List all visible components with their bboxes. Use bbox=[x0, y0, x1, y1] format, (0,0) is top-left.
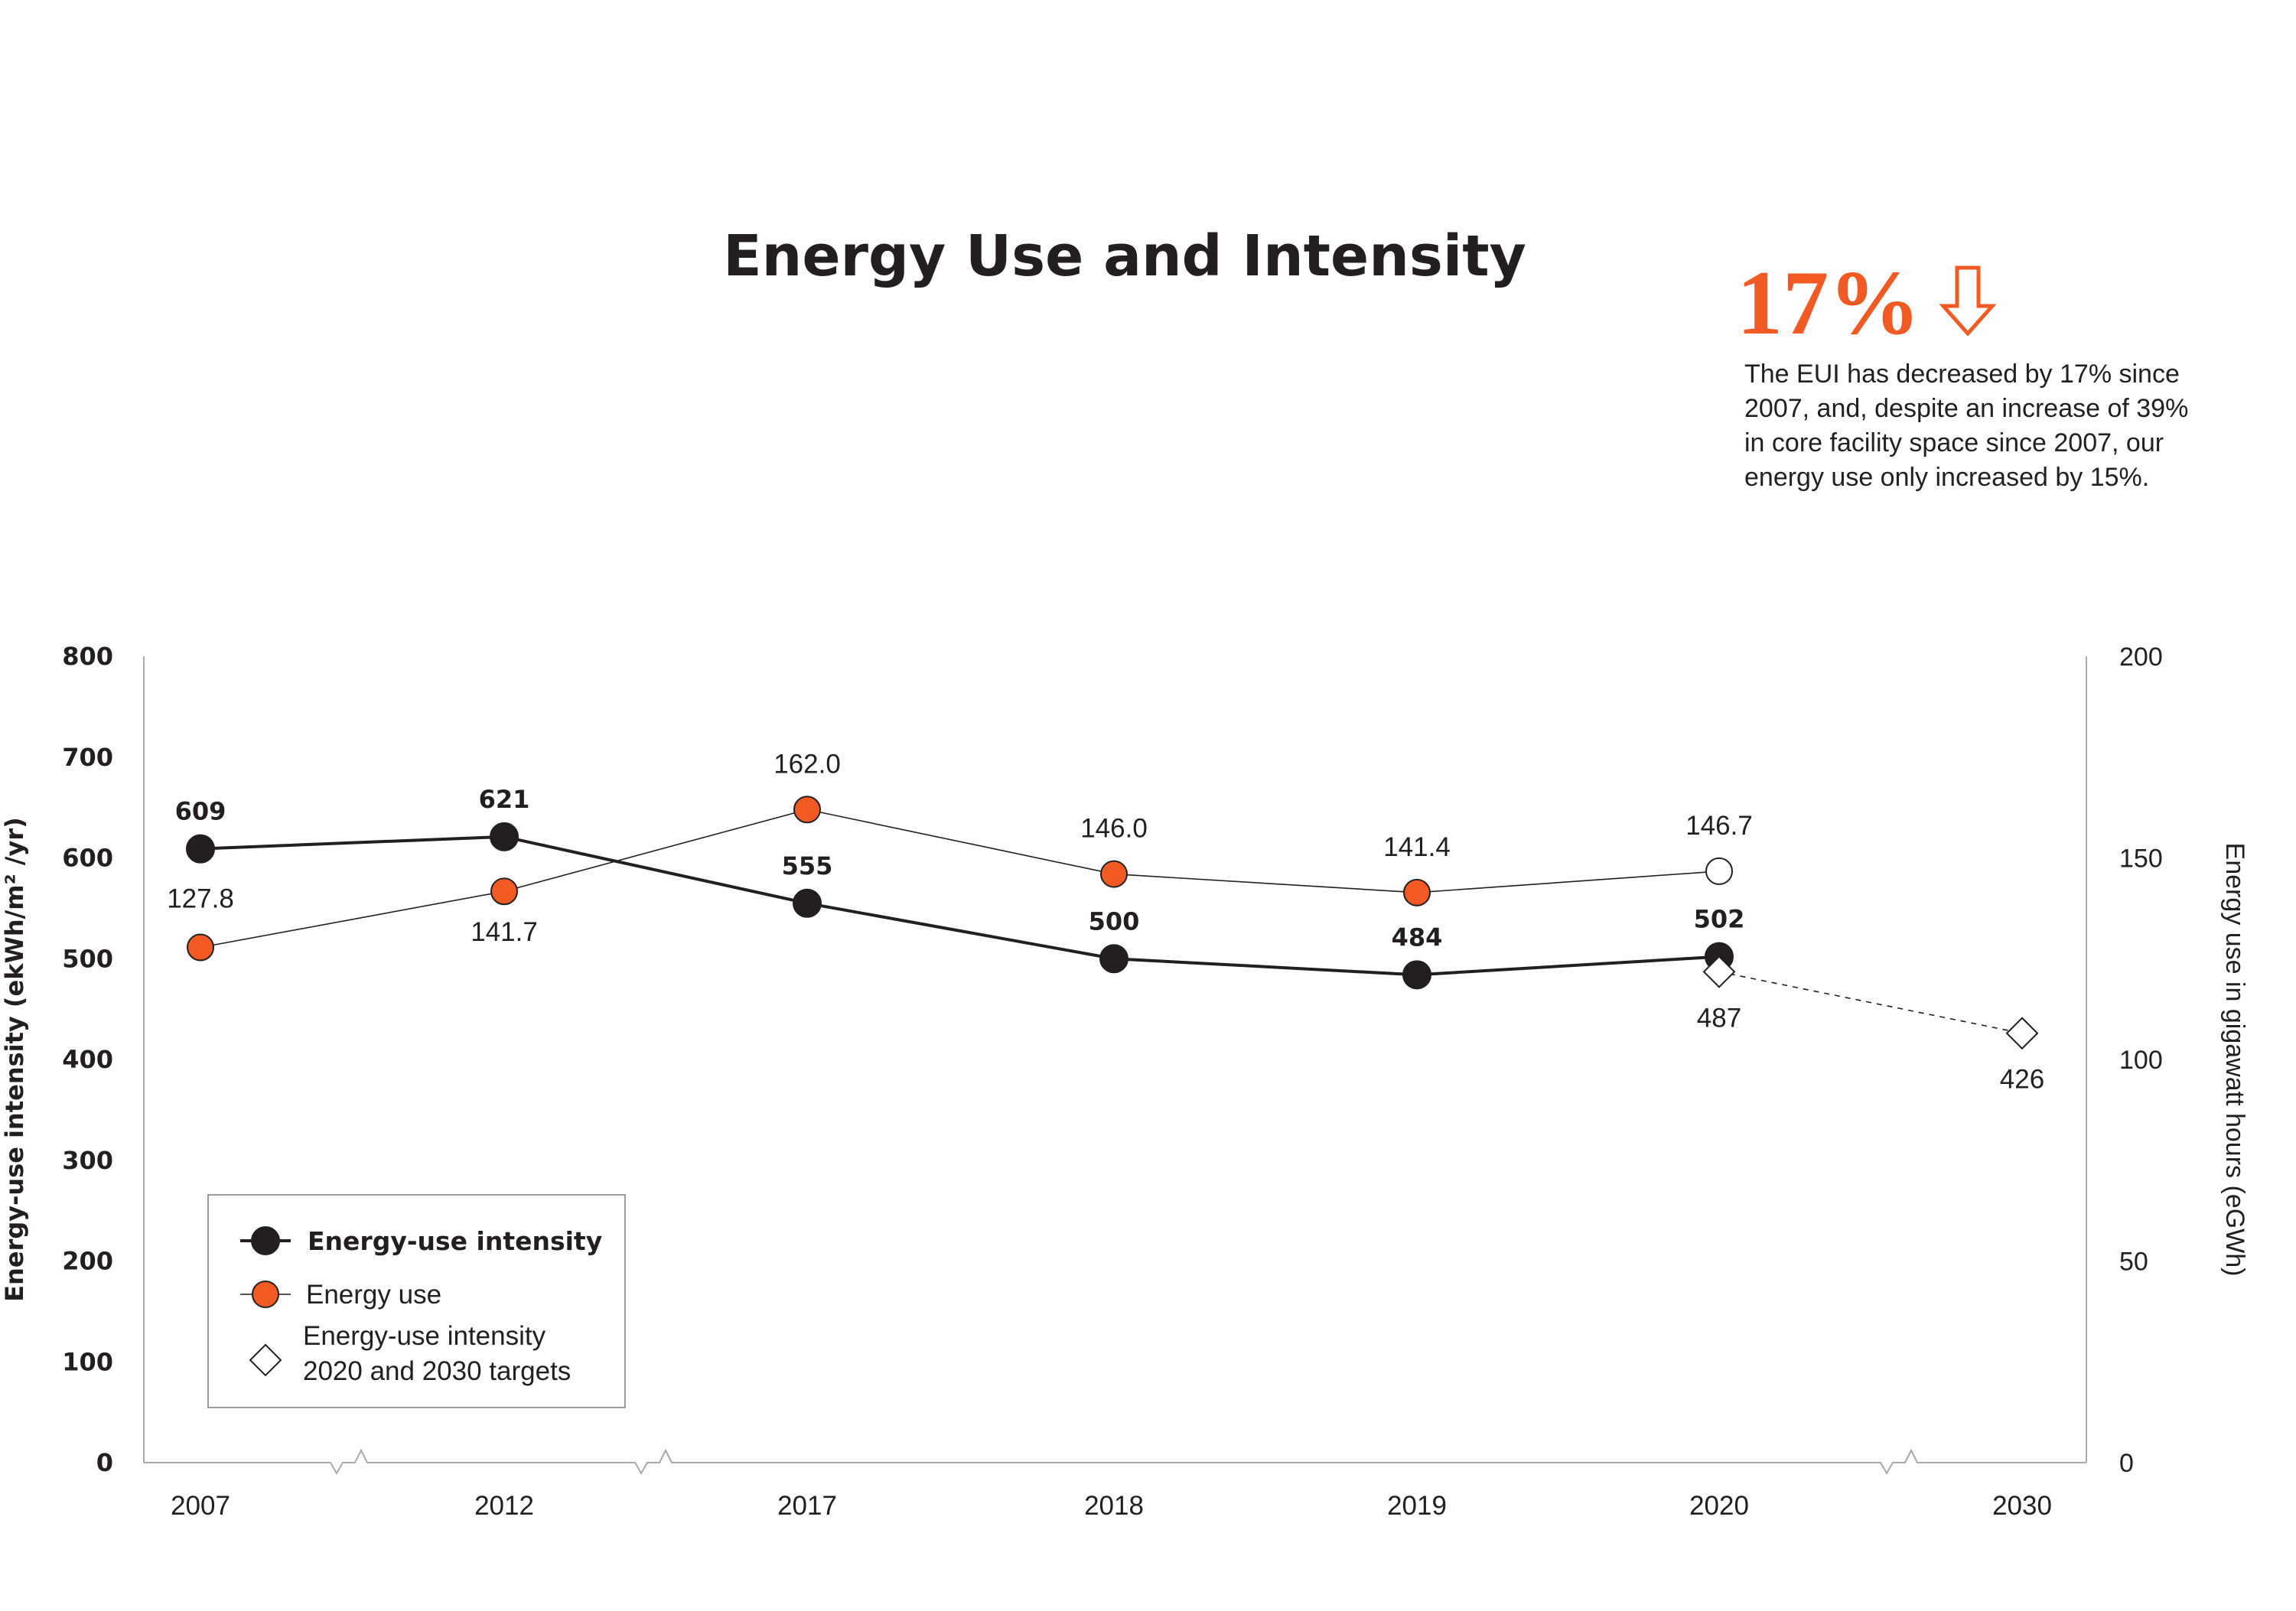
energy-use-intensity-point bbox=[186, 834, 215, 864]
energy-use-intensity-data-label: 500 bbox=[1089, 906, 1140, 936]
energy-use-data-label: 146.7 bbox=[1685, 811, 1753, 841]
y-tick-label: 700 bbox=[62, 743, 113, 772]
energy-use-intensity-point bbox=[1402, 960, 1431, 990]
legend-eui-label: Energy-use intensity bbox=[308, 1226, 602, 1256]
energy-use-intensity-data-label: 502 bbox=[1694, 905, 1745, 934]
energy-use-intensity-point bbox=[793, 888, 822, 918]
y-tick-label: 800 bbox=[62, 642, 113, 671]
callout-line-4: energy use only increased by 15%. bbox=[1744, 463, 2149, 492]
y2-tick-label: 150 bbox=[2119, 845, 2163, 874]
energy-use-data-label: 141.7 bbox=[471, 917, 538, 947]
x-tick-label: 2030 bbox=[1992, 1491, 2052, 1521]
x-tick-label: 2012 bbox=[474, 1491, 534, 1521]
energy-use-intensity-line bbox=[200, 835, 1720, 977]
target-data-label: 487 bbox=[1697, 1003, 1741, 1033]
energy-use-data-label: 162.0 bbox=[773, 749, 841, 779]
plot-area: 127.8 141.7 162.0 146.0 141.4 146.7 609 621 555 5… bbox=[167, 749, 2044, 1094]
legend-target-marker bbox=[249, 1343, 282, 1377]
y-tick-label: 500 bbox=[62, 944, 113, 973]
legend: Energy-use intensity Energy use Energy-use… bbox=[207, 1194, 626, 1408]
x-tick-label: 2017 bbox=[777, 1491, 837, 1521]
energy-use-point bbox=[1403, 878, 1431, 906]
y2-tick-label: 200 bbox=[2119, 643, 2163, 672]
y2-tick-label: 50 bbox=[2119, 1248, 2148, 1277]
legend-target-label-line-2: 2020 and 2030 targets bbox=[303, 1356, 571, 1386]
energy-use-line bbox=[200, 809, 1720, 949]
energy-use-intensity-point bbox=[490, 822, 519, 851]
legend-energy-use-marker bbox=[252, 1281, 279, 1308]
legend-box bbox=[207, 1194, 626, 1408]
x-tick-label: 2018 bbox=[1084, 1491, 1144, 1521]
energy-use-intensity-data-label: 555 bbox=[782, 851, 833, 880]
energy-use-point bbox=[490, 877, 518, 906]
target-data-label: 426 bbox=[2000, 1065, 2044, 1095]
y-tick-label: 0 bbox=[96, 1448, 113, 1477]
y2-tick-label: 0 bbox=[2119, 1449, 2134, 1478]
chart-title: Energy Use and Intensity bbox=[723, 223, 1526, 289]
callout-line-1: The EUI has decreased by 17% since bbox=[1744, 360, 2180, 389]
energy-use-intensity-point bbox=[1099, 944, 1128, 974]
legend-energy-use-label: Energy use bbox=[306, 1280, 441, 1310]
energy-use-data-label: 127.8 bbox=[167, 884, 234, 913]
legend-target-label-line-1: Energy-use intensity bbox=[303, 1321, 546, 1351]
x-axis-line bbox=[144, 1448, 2086, 1476]
x-tick-label: 2019 bbox=[1387, 1491, 1447, 1521]
y-axis-label: Energy-use intensity (ekWh/m² /yr) bbox=[0, 817, 29, 1302]
x-tick-label: 2007 bbox=[171, 1491, 230, 1521]
y-tick-label: 600 bbox=[62, 844, 113, 873]
y-tick-label: 300 bbox=[62, 1146, 113, 1175]
y-tick-label: 100 bbox=[62, 1347, 113, 1376]
y2-axis-label: Energy use in gigawatt hours (eGWh) bbox=[2220, 843, 2249, 1277]
callout: 17% The EUI has decreased by 17% since 2… bbox=[1737, 252, 2188, 492]
energy-use-intensity-data-label: 484 bbox=[1392, 923, 1443, 952]
x-tick-label: 2020 bbox=[1689, 1491, 1749, 1521]
callout-line-2: 2007, and, despite an increase of 39% bbox=[1744, 394, 2188, 423]
energy-use-data-label: 141.4 bbox=[1383, 832, 1451, 862]
legend-eui-marker bbox=[251, 1226, 280, 1255]
callout-percent: 17% bbox=[1737, 252, 1920, 353]
target-point bbox=[1702, 955, 1736, 988]
callout-line-3: in core facility space since 2007, our bbox=[1744, 428, 2164, 457]
target-dashed-line bbox=[1718, 971, 2023, 1034]
y2-tick-label: 100 bbox=[2119, 1046, 2163, 1075]
axes: 0 100 200 300 400 500 600 700 800 0 50 100 150 200 200… bbox=[62, 642, 2163, 1521]
target-point bbox=[2005, 1017, 2039, 1050]
energy-use-point bbox=[1705, 857, 1733, 885]
energy-use-data-label: 146.0 bbox=[1080, 814, 1148, 844]
energy-use-point bbox=[1100, 860, 1128, 888]
down-arrow-outline-icon bbox=[1939, 265, 1997, 337]
energy-use-point bbox=[187, 933, 214, 962]
y-tick-label: 400 bbox=[62, 1045, 113, 1074]
energy-use-intensity-data-label: 609 bbox=[175, 797, 226, 826]
energy-use-intensity-data-label: 621 bbox=[479, 785, 530, 814]
energy-use-point bbox=[793, 796, 821, 824]
y-tick-label: 200 bbox=[62, 1247, 113, 1276]
